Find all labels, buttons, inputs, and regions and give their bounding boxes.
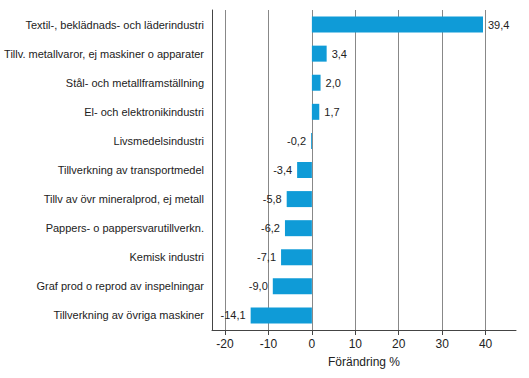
svg-text:-9,0: -9,0 bbox=[249, 280, 268, 292]
svg-text:-3,4: -3,4 bbox=[273, 164, 292, 176]
svg-text:Förändring %: Förändring % bbox=[328, 355, 400, 369]
svg-text:40: 40 bbox=[479, 337, 493, 351]
svg-text:El- och elektronikindustri: El- och elektronikindustri bbox=[84, 106, 204, 118]
svg-text:10: 10 bbox=[349, 337, 363, 351]
svg-text:Pappers- o pappersvarutillverk: Pappers- o pappersvarutillverkn. bbox=[46, 222, 204, 234]
svg-text:39,4: 39,4 bbox=[488, 19, 509, 31]
svg-text:-0,2: -0,2 bbox=[287, 135, 306, 147]
svg-text:Livsmedelsindustri: Livsmedelsindustri bbox=[114, 135, 204, 147]
svg-text:30: 30 bbox=[435, 337, 449, 351]
svg-text:Tillv. metallvaror, ej maskine: Tillv. metallvaror, ej maskiner o appara… bbox=[4, 48, 204, 60]
svg-text:-6,2: -6,2 bbox=[261, 222, 280, 234]
svg-text:3,4: 3,4 bbox=[332, 48, 347, 60]
svg-text:-5,8: -5,8 bbox=[263, 193, 282, 205]
svg-text:Tillverkning av transportmedel: Tillverkning av transportmedel bbox=[58, 164, 204, 176]
svg-text:-14,1: -14,1 bbox=[221, 309, 246, 321]
svg-text:-10: -10 bbox=[260, 337, 278, 351]
svg-text:20: 20 bbox=[392, 337, 406, 351]
svg-text:0: 0 bbox=[309, 337, 316, 351]
svg-text:Tillverkning av övriga maskine: Tillverkning av övriga maskiner bbox=[53, 309, 204, 321]
svg-text:Tillv av övr mineralprod, ej m: Tillv av övr mineralprod, ej metall bbox=[44, 193, 204, 205]
svg-text:-7,1: -7,1 bbox=[257, 251, 276, 263]
svg-text:Stål- och metallframställning: Stål- och metallframställning bbox=[66, 77, 204, 89]
svg-text:-20: -20 bbox=[216, 337, 234, 351]
svg-text:Kemisk industri: Kemisk industri bbox=[129, 251, 204, 263]
svg-text:2,0: 2,0 bbox=[326, 77, 341, 89]
svg-text:1,7: 1,7 bbox=[324, 106, 339, 118]
svg-text:Graf prod o reprod av inspelni: Graf prod o reprod av inspelningar bbox=[36, 280, 204, 292]
svg-text:Textil-, beklädnads- och läder: Textil-, beklädnads- och läderindustri bbox=[25, 19, 204, 31]
